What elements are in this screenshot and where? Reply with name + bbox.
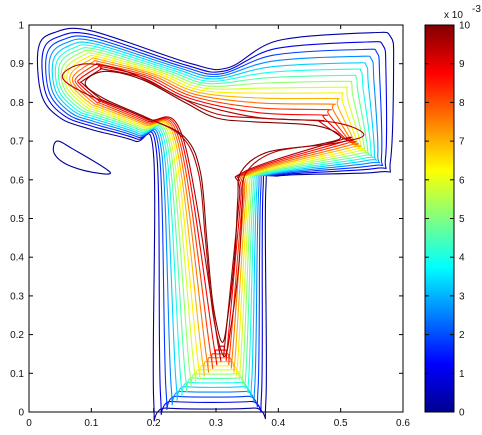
y-tick-label: 0.4 bbox=[10, 253, 24, 264]
contour-line bbox=[45, 35, 384, 410]
y-tick-label: 0.3 bbox=[10, 291, 24, 302]
y-tick-label: 0.8 bbox=[10, 98, 24, 109]
contour-lines bbox=[36, 27, 395, 422]
x-tick-label: 0.1 bbox=[84, 418, 98, 429]
x-tick-label: 0 bbox=[26, 418, 32, 429]
y-axis: 0 0.1 0.2 0.3 0.4 0.5 0.6 0.7 0.8 0.9 1 bbox=[10, 21, 403, 419]
colorbar-tick-label: 6 bbox=[459, 175, 465, 186]
y-tick-label: 0.7 bbox=[10, 137, 24, 148]
colorbar-tick-label: 0 bbox=[459, 408, 465, 419]
contour-line bbox=[48, 38, 381, 406]
contour-line bbox=[57, 47, 372, 393]
y-tick-label: 0.9 bbox=[10, 59, 24, 70]
x-tick-label: 0.6 bbox=[396, 418, 410, 429]
contour-line bbox=[41, 32, 388, 416]
colorbar-tick-label: 2 bbox=[459, 330, 465, 341]
colorbar-tick-label: 9 bbox=[459, 59, 465, 70]
contour-line bbox=[52, 140, 111, 175]
contour-line bbox=[36, 27, 395, 422]
colorbar-tick-label: 8 bbox=[459, 98, 465, 109]
y-tick-label: 0.5 bbox=[10, 214, 24, 225]
x-axis: 0 0.1 0.2 0.3 0.4 0.5 0.6 bbox=[26, 25, 410, 429]
contour-line bbox=[74, 62, 357, 370]
contour-line bbox=[66, 55, 364, 381]
y-tick-label: 1 bbox=[18, 21, 24, 32]
x-tick-label: 0.5 bbox=[334, 418, 348, 429]
contour-line bbox=[60, 49, 369, 389]
colorbar-tick-label: 5 bbox=[459, 214, 465, 225]
y-tick-label: 0 bbox=[18, 408, 24, 419]
colorbar-tick-label: 7 bbox=[459, 137, 465, 148]
contour-line bbox=[63, 52, 367, 385]
contour-line bbox=[79, 67, 352, 362]
contour-line bbox=[61, 63, 365, 357]
x-tick-label: 0.2 bbox=[147, 418, 161, 429]
colorbar-tick-label: 10 bbox=[459, 21, 471, 32]
colorbar-exponent-power: -3 bbox=[472, 4, 481, 15]
colorbar-tick-label: 1 bbox=[459, 369, 465, 380]
contour-line bbox=[77, 64, 355, 366]
colorbar-exponent-label: x 10 bbox=[444, 10, 463, 21]
y-tick-label: 0.2 bbox=[10, 330, 24, 341]
x-tick-label: 0.4 bbox=[271, 418, 285, 429]
y-tick-label: 0.6 bbox=[10, 175, 24, 186]
contour-line bbox=[69, 57, 362, 377]
colorbar bbox=[424, 24, 455, 413]
colorbar-tick-label: 3 bbox=[459, 291, 465, 302]
x-tick-label: 0.3 bbox=[209, 418, 223, 429]
contour-line bbox=[84, 70, 342, 343]
colorbar-tick-label: 4 bbox=[459, 253, 465, 264]
colorbar-ticks: 0 1 2 3 4 5 6 7 8 9 10 bbox=[425, 21, 471, 419]
y-tick-label: 0.1 bbox=[10, 369, 24, 380]
contour-line bbox=[54, 44, 375, 397]
contour-line bbox=[51, 41, 378, 401]
